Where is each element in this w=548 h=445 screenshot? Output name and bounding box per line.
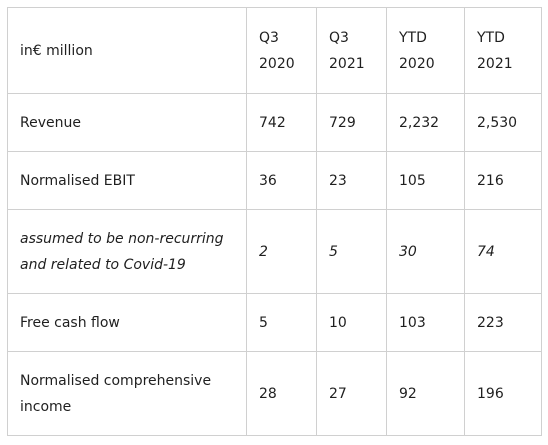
row-label-cell: Normalised comprehensive income	[7, 351, 247, 436]
value-cell: 27	[316, 351, 387, 436]
value-cell: 5	[246, 293, 317, 352]
header-cell: YTD 2021	[464, 7, 542, 94]
row-label-continued: income	[20, 398, 72, 415]
row-label-cell: assumed to be non-recurring and related t…	[7, 209, 247, 294]
row-label: Free cash flow	[20, 314, 120, 331]
header-label-cell: in€ million	[7, 7, 247, 94]
row-label-cell: Free cash flow	[7, 293, 247, 352]
table-row: assumed to be non-recurring and related t…	[7, 209, 542, 294]
value-cell: 10	[316, 293, 387, 352]
value-cell: 105	[386, 151, 465, 210]
row-label: Normalised EBIT	[20, 172, 135, 189]
table-row: Normalised EBIT 36 23 105 216	[7, 151, 542, 210]
value-cell: 742	[246, 93, 317, 152]
header-cell: Q3 2020	[246, 7, 317, 94]
value-cell: 729	[316, 93, 387, 152]
financial-table: in€ million Q3 2020 Q3 2021 YTD 2020 YTD 202…	[7, 7, 542, 436]
table-row: Free cash flow 5 10 103 223	[7, 293, 542, 352]
value-cell: 103	[386, 293, 465, 352]
header-label: in€ million	[20, 42, 93, 59]
value-cell: 36	[246, 151, 317, 210]
table-row: Revenue 742 729 2,232 2,530	[7, 93, 542, 152]
header-year: 2020	[399, 55, 435, 72]
value-cell: 2,232	[386, 93, 465, 152]
row-label-continued: and related to Covid-19	[20, 256, 186, 273]
header-cell: Q3 2021	[316, 7, 387, 94]
value-cell: 216	[464, 151, 542, 210]
value-cell: 2	[246, 209, 317, 294]
header-year: 2021	[477, 55, 513, 72]
value-cell: 196	[464, 351, 542, 436]
value-cell: 5	[316, 209, 387, 294]
header-cell: YTD 2020	[386, 7, 465, 94]
value-cell: 223	[464, 293, 542, 352]
row-label: Normalised comprehensive	[20, 372, 212, 389]
table-header-row: in€ million Q3 2020 Q3 2021 YTD 2020 YTD 202…	[7, 7, 542, 94]
header-period: YTD	[399, 29, 427, 46]
value-cell: 92	[386, 351, 465, 436]
header-period: Q3	[329, 29, 349, 46]
value-cell: 28	[246, 351, 317, 436]
row-label: Revenue	[20, 114, 81, 131]
header-period: YTD	[477, 29, 505, 46]
value-cell: 74	[464, 209, 542, 294]
value-cell: 30	[386, 209, 465, 294]
row-label: assumed to be non-recurring	[20, 230, 224, 247]
row-label-cell: Revenue	[7, 93, 247, 152]
value-cell: 23	[316, 151, 387, 210]
value-cell: 2,530	[464, 93, 542, 152]
header-year: 2021	[329, 55, 365, 72]
table-row: Normalised comprehensive income 28 27 92 …	[7, 351, 542, 436]
row-label-cell: Normalised EBIT	[7, 151, 247, 210]
header-period: Q3	[259, 29, 279, 46]
header-year: 2020	[259, 55, 295, 72]
